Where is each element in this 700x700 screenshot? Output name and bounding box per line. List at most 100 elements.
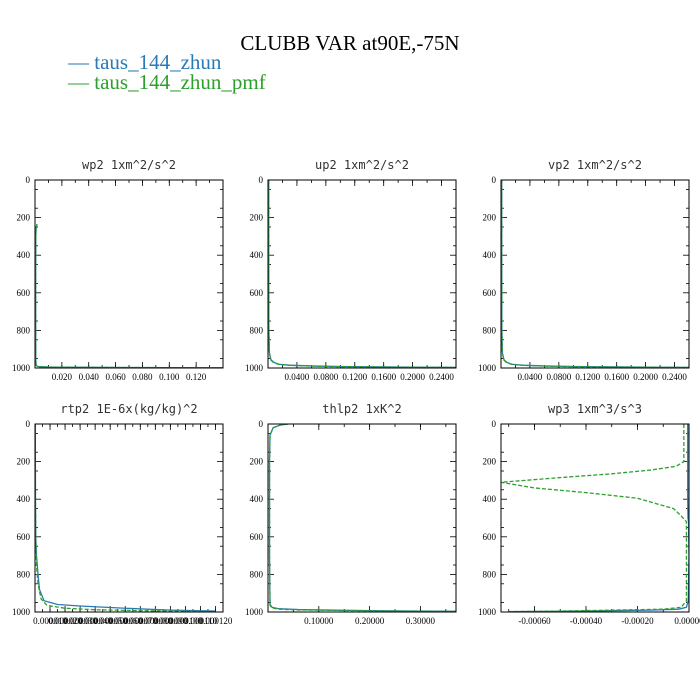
x-tick-label: 0.000090 [153,616,187,626]
series-line-1 [268,424,456,612]
x-tick-label: 0.000110 [184,616,218,626]
y-tick-label: 1000 [12,607,31,617]
panel-title: wp3 1xm^3/s^3 [548,402,642,416]
panel-title: up2 1xm^2/s^2 [315,158,409,172]
x-tick-label: 0.100 [159,372,180,382]
y-tick-label: 600 [483,532,497,542]
y-tick-label: 600 [483,288,497,298]
y-tick-label: 400 [250,494,264,504]
x-tick-label: 0.000010 [33,616,67,626]
y-tick-label: 800 [483,325,497,335]
y-tick-label: 800 [17,325,31,335]
x-tick-label: 0.000060 [108,616,142,626]
series-line-1 [35,424,216,612]
panel-4: rtp2 1E-6x(kg/kg)^2020040060080010000.00… [12,402,233,626]
x-tick-label: 0.0800 [546,372,571,382]
series-line-2 [268,424,456,612]
x-tick-label: 0.2400 [429,372,454,382]
y-tick-label: 400 [250,250,264,260]
series-line-1 [35,224,223,368]
series-line-2 [501,180,689,368]
x-tick-label: 0.2400 [662,372,687,382]
x-tick-label: 0.080 [132,372,153,382]
y-tick-label: 400 [483,494,497,504]
y-tick-label: 200 [483,457,497,467]
panel-6: wp3 1xm^3/s^3 0 200 400 600 800 1000 -0.00060 -0… [478,402,700,626]
plot-frame [34,423,224,613]
x-tick-label: 0.000080 [138,616,172,626]
panel-title: thlp2 1xK^2 [322,402,401,416]
legend-label-1: taus_144_zhun [94,50,222,74]
y-tick-label: 0 [492,175,497,185]
x-tick-label: -0.00040 [570,616,603,626]
x-tick-label: 0.060 [105,372,126,382]
series-line-2 [35,224,223,368]
series-line-1 [268,180,456,368]
series-line-2 [268,180,456,368]
y-tick-label: 200 [250,457,264,467]
y-tick-label: 200 [17,213,31,223]
x-tick-label: 0.30000 [406,616,436,626]
figure-title: CLUBB VAR at90E,-75N [240,31,459,55]
legend-entry-1: — taus_144_zhun [67,50,222,74]
y-tick-label: 200 [250,213,264,223]
x-tick-label: -0.00020 [621,616,654,626]
y-tick-label: 400 [17,250,31,260]
series-line-1 [501,180,689,368]
plot-frame [267,179,457,369]
y-tick-label: 600 [250,288,264,298]
y-tick-label: 800 [483,569,497,579]
y-tick-label: 600 [17,288,31,298]
y-tick-label: 800 [250,325,264,335]
y-tick-label: 800 [250,569,264,579]
plot-frame [500,179,690,369]
y-tick-label: 400 [17,494,31,504]
panel-2: up2 1xm^2/s^2 0 200 400 600 800 1000 0.0400 0.08… [245,158,457,382]
x-tick-label: 0.020 [52,372,73,382]
panel-title: rtp2 1E-6x(kg/kg)^2 [60,402,197,416]
x-tick-label: 0.10000 [304,616,334,626]
x-tick-label: 0.2000 [633,372,658,382]
x-tick-label: 0.2000 [400,372,425,382]
x-tick-label: 0.000040 [78,616,112,626]
x-tick-label: -0.00060 [518,616,551,626]
x-tick-label: 0.0400 [518,372,543,382]
y-tick-label: 0 [492,419,497,429]
x-tick-label: 0.0800 [313,372,338,382]
series-line-2 [501,424,688,612]
y-tick-label: 1000 [478,607,497,617]
x-tick-label: 0.040 [79,372,100,382]
panels: wp2 1xm^2/s^2 0 200 400 600 800 1000 0.020 0.040… [12,158,700,626]
panel-title: wp2 1xm^2/s^2 [82,158,176,172]
x-tick-label: 0.000070 [123,616,157,626]
legend: — taus_144_zhun — taus_144_zhun_pmf [67,50,266,94]
x-tick-label: 0.1200 [342,372,367,382]
x-tick-label: 0.20000 [355,616,385,626]
y-tick-label: 0 [259,419,264,429]
y-tick-label: 600 [250,532,264,542]
panel-3: vp2 1xm^2/s^2 0 200 400 600 800 1000 0.0400 0.08… [478,158,690,382]
panel-title: vp2 1xm^2/s^2 [548,158,642,172]
plot-frame [34,179,224,369]
panel-5: thlp2 1xK^2 0 200 400 600 800 1000 0.10000 0.200… [245,402,457,626]
y-tick-label: 400 [483,250,497,260]
y-tick-label: 1000 [478,363,497,373]
y-tick-label: 1000 [245,363,264,373]
x-tick-label: 0.1200 [575,372,600,382]
legend-label-2: taus_144_zhun_pmf [94,70,265,94]
y-tick-label: 800 [17,569,31,579]
y-tick-label: 1000 [12,363,31,373]
x-tick-label: 0.000120 [199,616,233,626]
y-tick-label: 600 [17,532,31,542]
x-tick-label: 0.1600 [371,372,396,382]
x-tick-label: 0.120 [186,372,207,382]
legend-entry-2: — taus_144_zhun_pmf [67,70,266,94]
legend-dash-1: — [67,50,94,74]
x-tick-label: 0.000100 [169,616,203,626]
x-tick-label: 0.000030 [63,616,97,626]
plot-frame [500,423,690,613]
x-tick-label: 0.000050 [93,616,127,626]
panel-1: wp2 1xm^2/s^2 0 200 400 600 800 1000 0.020 0.040… [12,158,224,382]
